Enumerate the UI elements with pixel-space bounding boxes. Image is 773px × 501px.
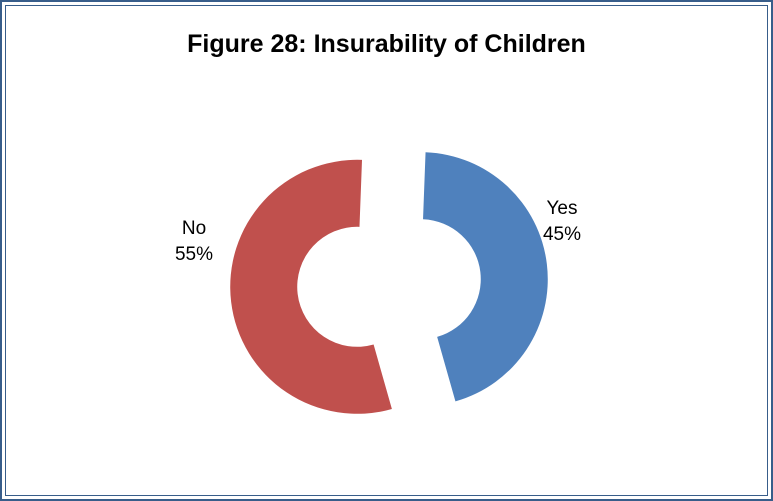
data-label-percent-no: 55% [175, 244, 213, 265]
slice-no [230, 159, 392, 414]
slice-yes [423, 152, 548, 402]
chart-title: Figure 28: Insurability of Children [187, 30, 586, 58]
data-label-category-no: No [182, 218, 206, 239]
data-label-percent-yes: 45% [543, 224, 581, 245]
data-label-category-yes: Yes [547, 198, 578, 219]
